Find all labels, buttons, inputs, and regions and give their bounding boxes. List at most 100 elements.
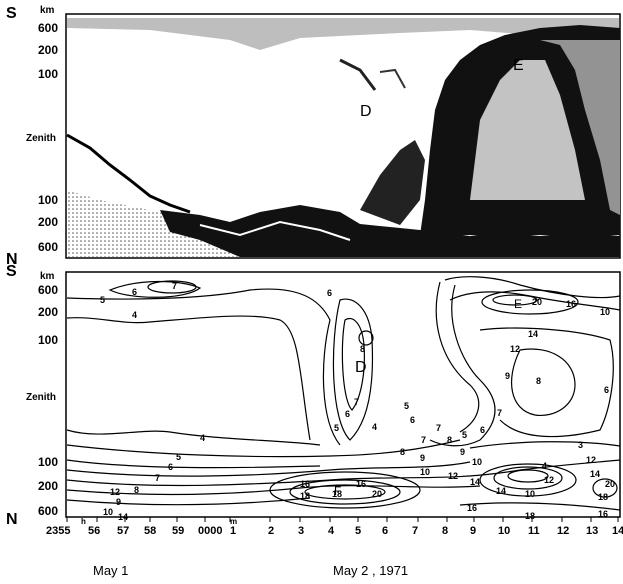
- contour-value-label: 10: [420, 467, 431, 477]
- bottom-panel-contours: [66, 276, 621, 511]
- contour-value-label: 7: [172, 281, 178, 291]
- contour-value-label: 14: [496, 486, 507, 496]
- time-tick-label: 58: [144, 525, 157, 537]
- bottom-km-label: km: [40, 271, 55, 282]
- contour-value-label: 16: [566, 299, 577, 309]
- contour-value-label: 10: [600, 307, 611, 317]
- contour-value-label: 7: [497, 408, 503, 418]
- contour-value-label: 4: [542, 461, 548, 471]
- contour-value-label: 14: [470, 477, 481, 487]
- contour-value-label: 14: [118, 512, 129, 522]
- bottom-alt-200-upper: 200: [38, 305, 59, 319]
- contour-value-label: 16: [467, 503, 478, 513]
- top-north-label: N: [6, 251, 18, 268]
- top-alt-100-lower: 100: [38, 193, 59, 207]
- contour-value-label: 9: [116, 497, 122, 507]
- contour-value-label: 12: [586, 455, 597, 465]
- contour-value-label: 20: [532, 297, 543, 307]
- time-tick-label: 59: [172, 525, 185, 537]
- contour-value-label: 4: [372, 422, 378, 432]
- time-tick-label: 1: [230, 525, 237, 537]
- contour-value-label: 5: [100, 295, 106, 305]
- time-tick-label: 5: [355, 525, 362, 537]
- bottom-region-e: E: [514, 297, 523, 311]
- time-tick-label: 13: [586, 525, 599, 537]
- top-region-e: E: [513, 57, 524, 74]
- contour-value-label: 8: [400, 447, 406, 457]
- contour-value-label: 7: [354, 397, 360, 407]
- time-tick-label: 56: [88, 525, 101, 537]
- time-tick-label: 12: [557, 525, 570, 537]
- contour-value-label: 4: [132, 310, 138, 320]
- time-tick-label: 14: [612, 525, 623, 537]
- bottom-zenith-label: Zenith: [26, 392, 56, 403]
- contour-value-label: 5: [334, 423, 340, 433]
- top-alt-100-upper: 100: [38, 67, 59, 81]
- contour-value-label: 6: [345, 409, 351, 419]
- contour-value-label: 12: [510, 344, 521, 354]
- bottom-alt-100-upper: 100: [38, 333, 59, 347]
- bottom-region-d: D: [355, 359, 367, 376]
- time-axis-ticks: [66, 517, 619, 522]
- contour-value-label: 7: [155, 473, 161, 483]
- time-tick-label: 2355: [46, 525, 71, 537]
- top-alt-600-lower: 600: [38, 240, 59, 254]
- top-km-label: km: [40, 5, 55, 16]
- time-tick-label: 10: [498, 525, 511, 537]
- time-tick-label: 8: [442, 525, 449, 537]
- contour-value-label: 8: [536, 376, 542, 386]
- contour-value-label: 12: [448, 471, 459, 481]
- contour-value-label: 9: [505, 371, 511, 381]
- contour-value-label: 8: [360, 344, 366, 354]
- contour-value-label: 12: [544, 475, 555, 485]
- top-panel-image: [66, 18, 620, 257]
- bottom-south-label: S: [6, 263, 17, 280]
- contour-value-label: 10: [103, 507, 114, 517]
- contour-value-label: 16: [300, 479, 311, 489]
- time-tick-label: 0000: [198, 525, 223, 537]
- hour-mark: h: [81, 517, 86, 526]
- bottom-region-f: F: [334, 484, 342, 498]
- contour-value-label: 6: [327, 288, 333, 298]
- contour-value-label: 5: [176, 452, 182, 462]
- contour-value-label: 18: [598, 492, 609, 502]
- date-may-2-1971: May 2 , 1971: [333, 563, 409, 578]
- contour-value-label: 6: [168, 462, 174, 472]
- contour-value-label: 6: [480, 425, 486, 435]
- top-south-label: S: [6, 5, 17, 22]
- contour-value-label: 7: [436, 423, 442, 433]
- time-tick-label: 6: [382, 525, 389, 537]
- bottom-alt-100-lower: 100: [38, 455, 59, 469]
- contour-value-label: 16: [598, 509, 609, 519]
- time-tick-label: 11: [528, 525, 540, 537]
- contour-value-label: 18: [332, 489, 343, 499]
- contour-value-label: 14: [528, 329, 539, 339]
- contour-value-label: 12: [110, 487, 121, 497]
- time-tick-label: 7: [412, 525, 419, 537]
- contour-value-label: 20: [605, 479, 616, 489]
- bottom-north-label: N: [6, 511, 18, 528]
- contour-value-label: 9: [420, 453, 426, 463]
- contour-value-label: 5: [462, 430, 468, 440]
- date-may-1: May 1: [93, 563, 129, 578]
- contour-value-label: 20: [372, 489, 383, 499]
- contour-value-label: 7: [421, 435, 427, 445]
- top-alt-600-upper: 600: [38, 21, 59, 35]
- bottom-alt-600-upper: 600: [38, 283, 59, 297]
- contour-value-label: 9: [460, 447, 466, 457]
- contour-value-label: 14: [590, 469, 601, 479]
- top-region-d: D: [360, 103, 372, 120]
- time-tick-label: 57: [117, 525, 130, 537]
- contour-value-label: 18: [525, 511, 536, 521]
- contour-value-label: 8: [447, 435, 453, 445]
- time-tick-label: 3: [298, 525, 305, 537]
- contour-value-label: 6: [410, 415, 416, 425]
- time-tick-label: 2: [268, 525, 275, 537]
- contour-value-label: 10: [525, 489, 536, 499]
- contour-value-label: 6: [132, 287, 138, 297]
- top-alt-200-upper: 200: [38, 43, 59, 57]
- contour-value-label: 6: [604, 385, 610, 395]
- time-tick-label: 4: [328, 525, 335, 537]
- bottom-alt-600-lower: 600: [38, 504, 59, 518]
